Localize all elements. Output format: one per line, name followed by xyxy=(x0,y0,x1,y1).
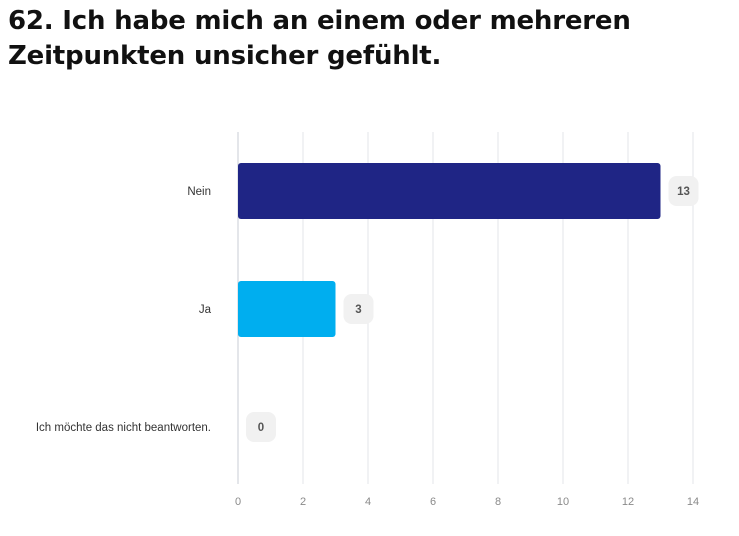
data-label-badge xyxy=(668,176,699,206)
x-tick-label: 12 xyxy=(622,496,634,508)
bars xyxy=(238,163,661,337)
data-label-badge xyxy=(246,412,276,442)
x-tick-label: 14 xyxy=(687,496,699,508)
category-labels: Nein Ja Ich möchte das nicht beantworten. xyxy=(36,186,212,434)
category-label: Ja xyxy=(199,304,212,316)
x-tick-label: 4 xyxy=(365,496,371,508)
category-label: Nein xyxy=(187,186,211,198)
chart-title: 62. Ich habe mich an einem oder mehreren… xyxy=(8,6,631,71)
data-labels: 13 3 0 xyxy=(246,176,699,442)
data-label: 0 xyxy=(258,422,264,434)
x-axis-ticks: 0 2 4 6 8 10 12 14 xyxy=(235,496,699,508)
x-tick-label: 2 xyxy=(300,496,306,508)
x-tick-label: 8 xyxy=(495,496,501,508)
x-tick-label: 10 xyxy=(557,496,569,508)
bar xyxy=(238,163,661,219)
bar xyxy=(238,281,336,337)
category-label: Ich möchte das nicht beantworten. xyxy=(36,422,211,434)
data-label-badge xyxy=(343,294,374,324)
x-tick-label: 0 xyxy=(235,496,241,508)
data-label: 13 xyxy=(677,186,690,198)
data-label: 3 xyxy=(355,304,361,316)
x-tick-label: 6 xyxy=(430,496,436,508)
